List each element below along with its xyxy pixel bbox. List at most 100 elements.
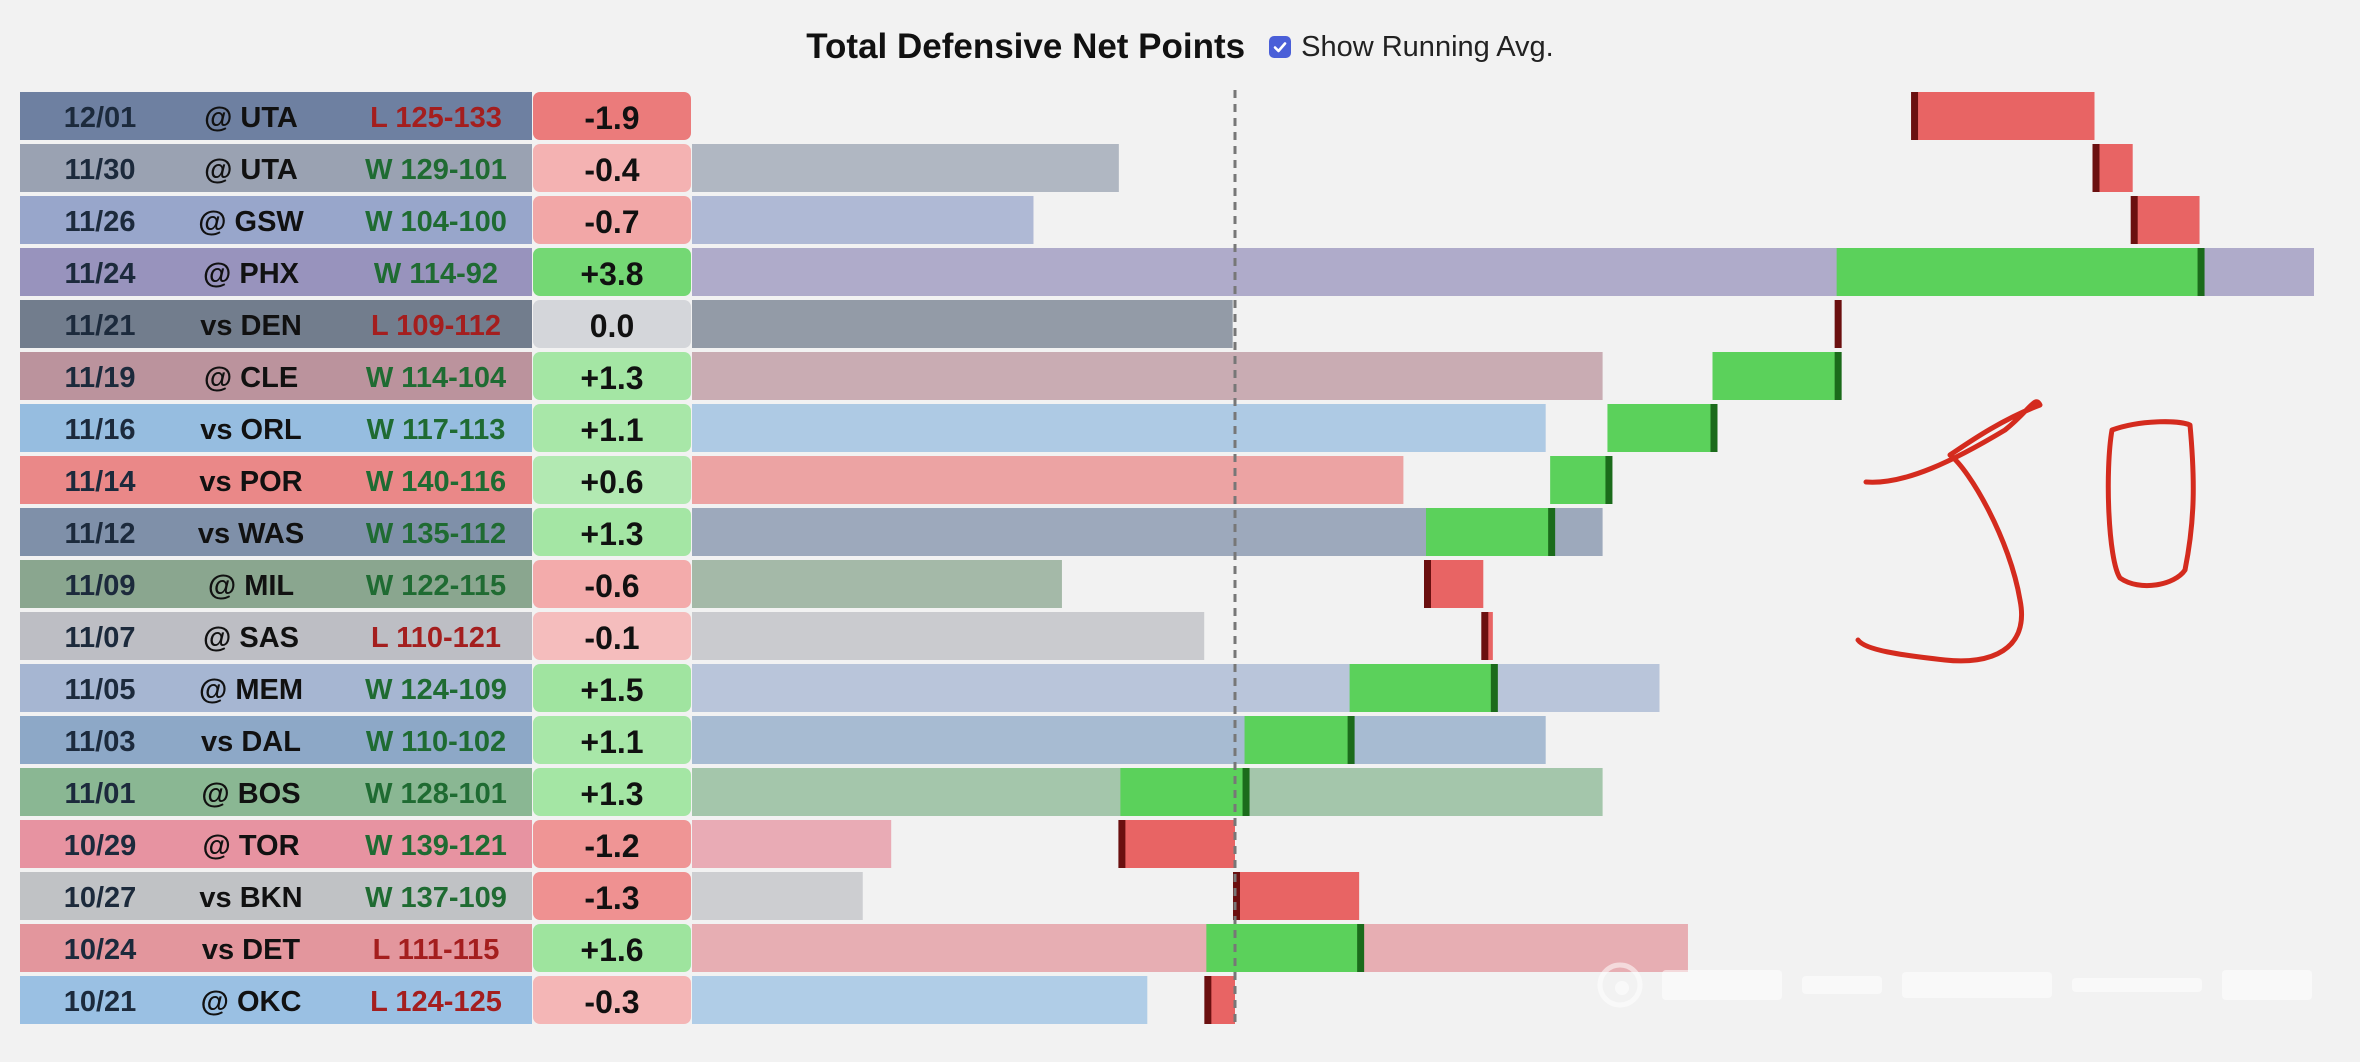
net-points-value: -1.2 (584, 828, 639, 864)
team-cell-overlay (20, 664, 532, 712)
team-cell-overlay (20, 768, 532, 816)
team-logo-cell (20, 144, 532, 192)
cumulative-segment (1349, 664, 1493, 712)
team-logo-cell (20, 612, 532, 660)
game-date: 10/21 (64, 986, 137, 1018)
game-date: 11/26 (65, 206, 136, 238)
game-matchup: @ PHX (203, 258, 300, 290)
net-points-bar (692, 820, 892, 868)
team-logo-cell (20, 820, 532, 868)
net-points-cell (533, 300, 691, 348)
cumulative-segment (1206, 924, 1360, 972)
game-row[interactable]: 10/27 vs BKN W 137-109 -1.3 (20, 872, 1360, 920)
cumulative-marker (2092, 144, 2100, 192)
net-points-cell (533, 144, 691, 192)
net-points-bar (692, 300, 1233, 348)
cumulative-segment (2094, 144, 2133, 192)
cumulative-marker (1710, 404, 1718, 452)
team-cell-overlay (20, 872, 532, 920)
game-row[interactable]: 11/30 @ UTA W 129-101 -0.4 (20, 144, 2133, 192)
cumulative-marker (1548, 508, 1556, 556)
game-result: L 109-112 (371, 310, 501, 342)
game-result: W 122-115 (366, 570, 506, 602)
game-result: W 104-100 (365, 206, 507, 238)
cumulative-segment (1836, 248, 2200, 296)
game-row[interactable]: 11/09 @ MIL W 122-115 -0.6 (20, 560, 1484, 608)
game-result: W 135-112 (366, 518, 506, 550)
game-date: 11/14 (65, 466, 136, 498)
cumulative-marker (1834, 300, 1842, 348)
net-points-value: -0.1 (584, 620, 639, 656)
game-matchup: vs DET (202, 934, 301, 966)
cumulative-segment (1426, 560, 1484, 608)
game-row[interactable]: 11/14 vs POR W 140-116 +0.6 (20, 456, 1613, 504)
game-row[interactable]: 11/19 @ CLE W 114-104 +1.3 (20, 352, 1842, 400)
net-points-cell (533, 872, 691, 920)
cumulative-segment (1120, 768, 1245, 816)
net-points-cell (533, 820, 691, 868)
game-result: L 125-133 (370, 102, 502, 134)
team-cell-overlay (20, 612, 532, 660)
game-matchup: @ MIL (208, 570, 294, 602)
game-date: 11/19 (65, 362, 136, 394)
game-result: W 137-109 (365, 882, 507, 914)
cumulative-segment (1120, 820, 1235, 868)
game-row[interactable]: 11/24 @ PHX W 114-92 +3.8 (20, 248, 2314, 296)
net-points-cell (533, 924, 691, 972)
team-logo-cell (20, 872, 532, 920)
net-points-bar (692, 352, 1603, 400)
game-matchup: @ SAS (203, 622, 299, 654)
cumulative-segment (1244, 716, 1350, 764)
handwritten-annotation (1855, 399, 2196, 664)
net-points-value: +1.1 (580, 724, 643, 760)
game-row[interactable]: 10/21 @ OKC L 124-125 -0.3 (20, 976, 1235, 1024)
net-points-value: -0.6 (584, 568, 639, 604)
game-date: 11/30 (65, 154, 136, 186)
game-row[interactable]: 12/01 @ UTA L 125-133 -1.9 (20, 92, 2095, 140)
net-points-cell (533, 716, 691, 764)
game-row[interactable]: 11/26 @ GSW W 104-100 -0.7 (20, 196, 2200, 244)
running-avg-checkbox[interactable] (1269, 36, 1292, 58)
game-row[interactable]: 11/16 vs ORL W 117-113 +1.1 (20, 404, 1718, 452)
net-points-cell (533, 612, 691, 660)
net-points-value: +1.3 (580, 776, 643, 812)
net-points-value: +1.3 (580, 516, 643, 552)
team-cell-overlay (20, 92, 532, 140)
team-cell-overlay (20, 196, 532, 244)
cumulative-marker (1118, 820, 1126, 868)
team-logo-cell (20, 404, 532, 452)
game-matchup: vs BKN (199, 882, 302, 914)
team-cell-overlay (20, 352, 532, 400)
team-logo-cell (20, 352, 532, 400)
net-points-cell (533, 508, 691, 556)
game-row[interactable]: 11/07 @ SAS L 110-121 -0.1 (20, 612, 1493, 660)
game-row[interactable]: 10/29 @ TOR W 139-121 -1.2 (20, 820, 1235, 868)
game-row[interactable]: 11/12 vs WAS W 135-112 +1.3 (20, 508, 1603, 556)
game-date: 11/07 (65, 622, 136, 654)
game-date: 11/16 (65, 414, 136, 446)
net-points-value: -1.3 (584, 880, 639, 916)
team-cell-overlay (20, 560, 532, 608)
net-points-value: -0.3 (584, 984, 639, 1020)
team-logo-cell (20, 768, 532, 816)
game-date: 11/05 (65, 674, 136, 706)
game-row[interactable]: 11/03 vs DAL W 110-102 +1.1 (20, 716, 1546, 764)
game-date: 11/03 (65, 726, 136, 758)
game-row[interactable]: 11/21 vs DEN L 109-112 0.0 (20, 300, 1842, 348)
running-avg-label[interactable]: Show Running Avg. (1301, 30, 1554, 63)
net-points-bar (692, 456, 1404, 504)
chart-header: Total Defensive Net Points Show Running … (0, 22, 2360, 72)
game-result: W 129-101 (365, 154, 507, 186)
team-cell-overlay (20, 716, 532, 764)
cumulative-segment (1712, 352, 1837, 400)
cumulative-segment (1235, 872, 1360, 920)
team-logo-cell (20, 300, 532, 348)
game-row[interactable]: 10/24 vs DET L 111-115 +1.6 (20, 924, 1688, 972)
team-logo-cell (20, 924, 532, 972)
net-points-bar (692, 404, 1546, 452)
game-row[interactable]: 11/05 @ MEM W 124-109 +1.5 (20, 664, 1660, 712)
game-row[interactable]: 11/01 @ BOS W 128-101 +1.3 (20, 768, 1603, 816)
net-points-value: +3.8 (580, 256, 643, 292)
game-result: W 124-109 (365, 674, 507, 706)
cumulative-marker (1204, 976, 1212, 1024)
